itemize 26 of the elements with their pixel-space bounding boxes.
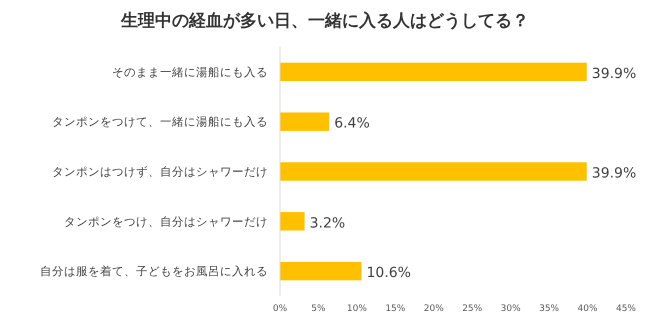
y-tick-label: そのまま一緒に湯船にも入る	[112, 64, 268, 79]
x-tick-label: 15%	[385, 304, 406, 314]
x-tick-label: 40%	[578, 304, 598, 314]
data-label: 3.2%	[310, 215, 346, 232]
x-tick-label: 10%	[346, 304, 368, 314]
bar	[280, 262, 362, 280]
x-tick-label: 35%	[539, 304, 560, 314]
y-tick-label: タンポンをつけ、自分はシャワーだけ	[64, 214, 268, 228]
y-tick-label: タンポンをつけて、一緒に湯船にも入る	[52, 114, 268, 129]
y-tick-label: タンポンはつけず、自分はシャワーだけ	[52, 164, 268, 178]
x-tick-label: 20%	[424, 304, 444, 314]
bar	[280, 212, 305, 231]
bar	[280, 62, 587, 82]
data-label: 10.6%	[366, 265, 411, 282]
data-label: 39.9%	[592, 166, 636, 182]
chart-title: 生理中の経血が多い日、一緒に入る人はどうしてる？	[120, 11, 529, 31]
y-tick-label: 自分は服を着て、子どもをお風呂に入れる	[40, 264, 268, 278]
x-tick-label: 0%	[272, 304, 288, 314]
x-tick-label: 5%	[311, 304, 326, 314]
bar	[280, 162, 587, 181]
x-tick-label: 30%	[500, 304, 522, 314]
x-tick-label: 25%	[462, 304, 483, 314]
x-tick-label: 45%	[616, 304, 636, 314]
data-label: 6.4%	[334, 116, 370, 132]
bar	[280, 112, 330, 131]
data-label: 39.9%	[592, 66, 636, 82]
